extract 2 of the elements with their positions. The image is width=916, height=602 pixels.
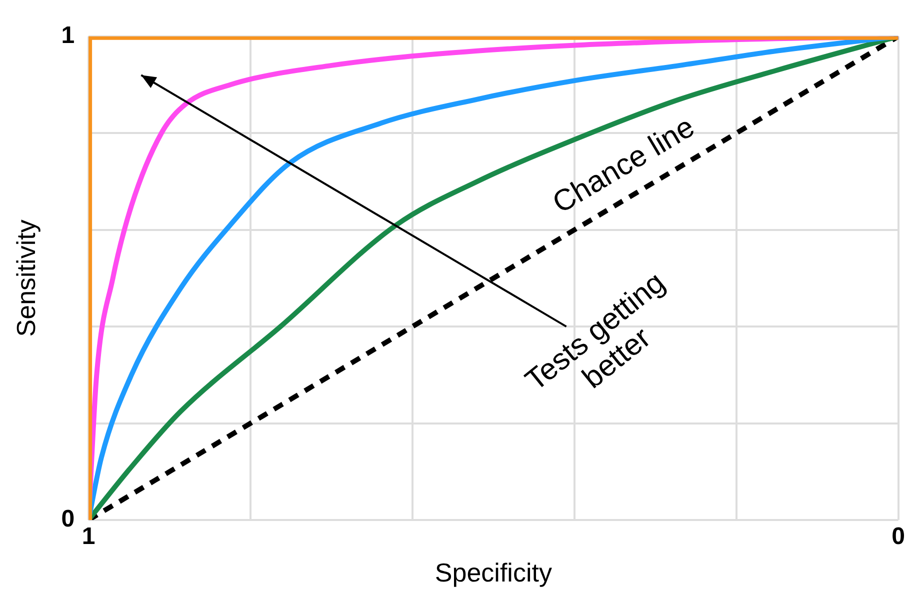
x-axis-title: Specificity	[434, 558, 552, 588]
y-axis-title: Sensitivity	[10, 220, 41, 337]
